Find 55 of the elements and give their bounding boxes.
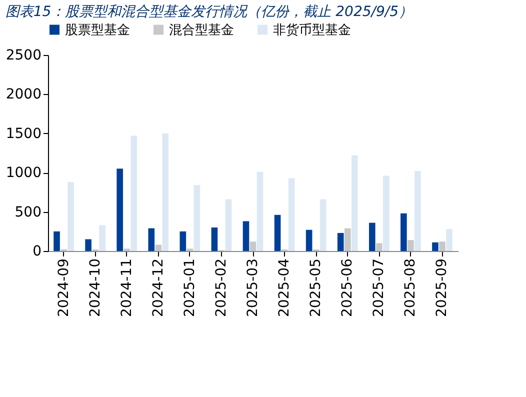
y-tick-label: 1500 xyxy=(6,126,42,142)
bar xyxy=(68,182,74,251)
bar xyxy=(344,228,351,251)
bar xyxy=(162,133,169,251)
legend-label: 股票型基金 xyxy=(65,22,130,38)
x-tick-label: 2025-04 xyxy=(276,258,293,317)
bar xyxy=(155,244,162,251)
legend-label: 混合型基金 xyxy=(169,22,234,38)
bar xyxy=(256,172,264,251)
bar xyxy=(337,232,344,251)
bar xyxy=(351,155,358,251)
bar xyxy=(180,231,186,251)
y-tick-label: 1000 xyxy=(6,165,42,182)
x-tick-label: 2024-12 xyxy=(150,258,166,317)
bar xyxy=(368,222,376,251)
bar xyxy=(211,227,218,251)
bar xyxy=(400,213,407,251)
x-tick-label: 2024-10 xyxy=(87,258,104,317)
bar xyxy=(432,242,438,251)
y-tick-label: 500 xyxy=(14,204,42,220)
bar xyxy=(408,240,414,251)
bar xyxy=(288,178,295,251)
bar xyxy=(274,214,281,251)
bar xyxy=(194,185,200,251)
bar xyxy=(148,228,155,251)
chart-title: 图表15：股票型和混合型基金发行情况（亿份，截止 2025/9/5） xyxy=(5,4,413,20)
y-tick-label: 0 xyxy=(32,244,42,260)
bar xyxy=(54,231,60,251)
bar xyxy=(250,242,256,251)
bar xyxy=(225,199,232,251)
bar xyxy=(414,171,421,251)
bar xyxy=(383,176,390,251)
x-tick-label: 2025-08 xyxy=(402,258,419,317)
x-tick-label: 2024-09 xyxy=(56,258,72,317)
x-tick-label: 2025-01 xyxy=(182,258,198,317)
bar xyxy=(306,230,312,251)
y-tick-label: 2000 xyxy=(6,86,42,103)
x-tick-label: 2024-11 xyxy=(118,258,135,317)
x-tick-label: 2025-02 xyxy=(213,258,230,317)
legend-label: 非货币型基金 xyxy=(273,22,351,38)
bar xyxy=(116,168,123,251)
bar xyxy=(320,199,326,251)
bar xyxy=(446,229,452,251)
y-tick-label: 2500 xyxy=(6,48,42,64)
bar xyxy=(376,243,382,251)
x-tick-label: 2025-09 xyxy=(434,258,450,317)
x-tick-label: 2025-06 xyxy=(340,258,356,317)
bar xyxy=(242,221,250,251)
bar xyxy=(439,242,446,251)
bar xyxy=(85,239,92,251)
bar xyxy=(130,136,138,251)
bar xyxy=(99,225,106,251)
x-tick-label: 2025-03 xyxy=(245,258,261,317)
x-tick-label: 2025-07 xyxy=(371,258,388,317)
x-tick-label: 2025-05 xyxy=(308,258,324,317)
